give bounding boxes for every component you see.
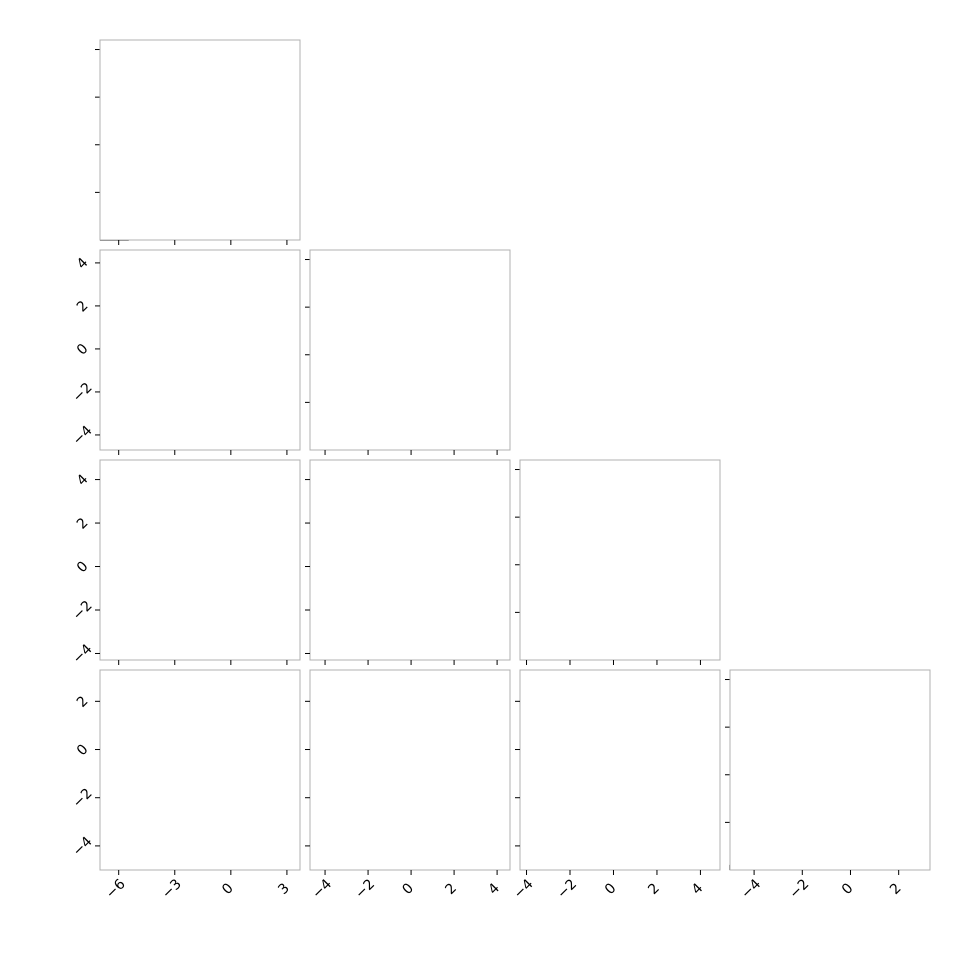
scatter-point xyxy=(304,760,306,762)
scatter-point xyxy=(303,539,305,541)
scatter-point xyxy=(205,660,207,662)
x-tick-label-0-3: 3 xyxy=(275,880,293,898)
x-tick-label-3-2: 0 xyxy=(839,880,857,898)
x-tick-label-3-1: −2 xyxy=(787,876,813,902)
x-tick-label-0-2: 0 xyxy=(219,880,237,898)
y-tick-label-1-0: −4 xyxy=(70,423,96,449)
x-tick-label-0-0: −6 xyxy=(103,876,129,902)
y-tick-label-3-1: −2 xyxy=(70,785,96,811)
x-tick-label-2-2: 0 xyxy=(602,880,620,898)
y-tick-label-1-3: 2 xyxy=(74,298,92,316)
y-tick-label-2-1: −2 xyxy=(70,598,96,624)
scatter-point xyxy=(224,246,226,248)
y-tick-label-2-4: 4 xyxy=(74,471,92,489)
x-tick-label-2-0: −4 xyxy=(511,876,537,902)
histogram-frame-2 xyxy=(519,459,721,661)
x-tick-label-3-3: 2 xyxy=(887,880,905,898)
x-tick-label-1-0: −4 xyxy=(309,876,335,902)
histogram-frame-1 xyxy=(309,249,511,451)
scatter-point xyxy=(301,713,303,715)
scatter-point xyxy=(300,780,302,782)
scatter-point xyxy=(307,583,309,585)
x-tick-label-1-1: −2 xyxy=(352,876,378,902)
pair-frame-1-2 xyxy=(309,459,511,661)
y-tick-label-1-2: 0 xyxy=(74,341,92,359)
y-tick-label-3-3: 2 xyxy=(74,693,92,711)
x-tick-label-2-4: 4 xyxy=(689,880,707,898)
scatter-point xyxy=(224,667,226,669)
histogram-frame-0 xyxy=(99,39,301,241)
scatter-point xyxy=(305,349,307,351)
y-tick-label-2-0: −4 xyxy=(70,641,96,667)
y-tick-label-2-3: 2 xyxy=(74,515,92,533)
scatter-point xyxy=(399,661,401,663)
scatter-point xyxy=(303,606,305,608)
x-tick-label-1-4: 4 xyxy=(485,880,503,898)
scatter-point xyxy=(228,661,230,663)
scatter-point xyxy=(624,667,626,669)
pair-frame-2-3 xyxy=(519,669,721,871)
scatter-point xyxy=(226,666,228,668)
scatter-point xyxy=(579,662,581,664)
pair-frame-0-1 xyxy=(99,249,301,451)
scatter-point xyxy=(306,595,308,597)
scatter-point xyxy=(304,399,306,401)
x-tick-label-1-3: 2 xyxy=(442,880,460,898)
scatter-point xyxy=(302,717,304,719)
y-tick-label-2-2: 0 xyxy=(74,558,92,576)
y-tick-label-1-1: −2 xyxy=(70,380,96,406)
scatter-point xyxy=(255,664,257,666)
scatter-point xyxy=(395,663,397,665)
pair-frame-1-3 xyxy=(309,669,511,871)
y-tick-label-3-0: −4 xyxy=(70,834,96,860)
scatter-point xyxy=(444,667,446,669)
x-tick-label-0-1: −3 xyxy=(159,876,185,902)
scatter-point xyxy=(437,667,439,669)
histogram-frame-3 xyxy=(729,669,931,871)
x-tick-label-2-1: −2 xyxy=(554,876,580,902)
y-tick-label-3-2: 0 xyxy=(74,741,92,759)
pair-frame-0-3 xyxy=(99,669,301,871)
pair-frame-0-2 xyxy=(99,459,301,661)
scatter-point xyxy=(624,667,626,669)
x-tick-label-2-3: 2 xyxy=(645,880,663,898)
y-tick-label-1-4: 4 xyxy=(74,255,92,273)
x-tick-label-3-0: −4 xyxy=(738,876,764,902)
scatter-point xyxy=(386,660,388,662)
x-tick-label-1-2: 0 xyxy=(399,880,417,898)
scatter-point xyxy=(302,744,304,746)
